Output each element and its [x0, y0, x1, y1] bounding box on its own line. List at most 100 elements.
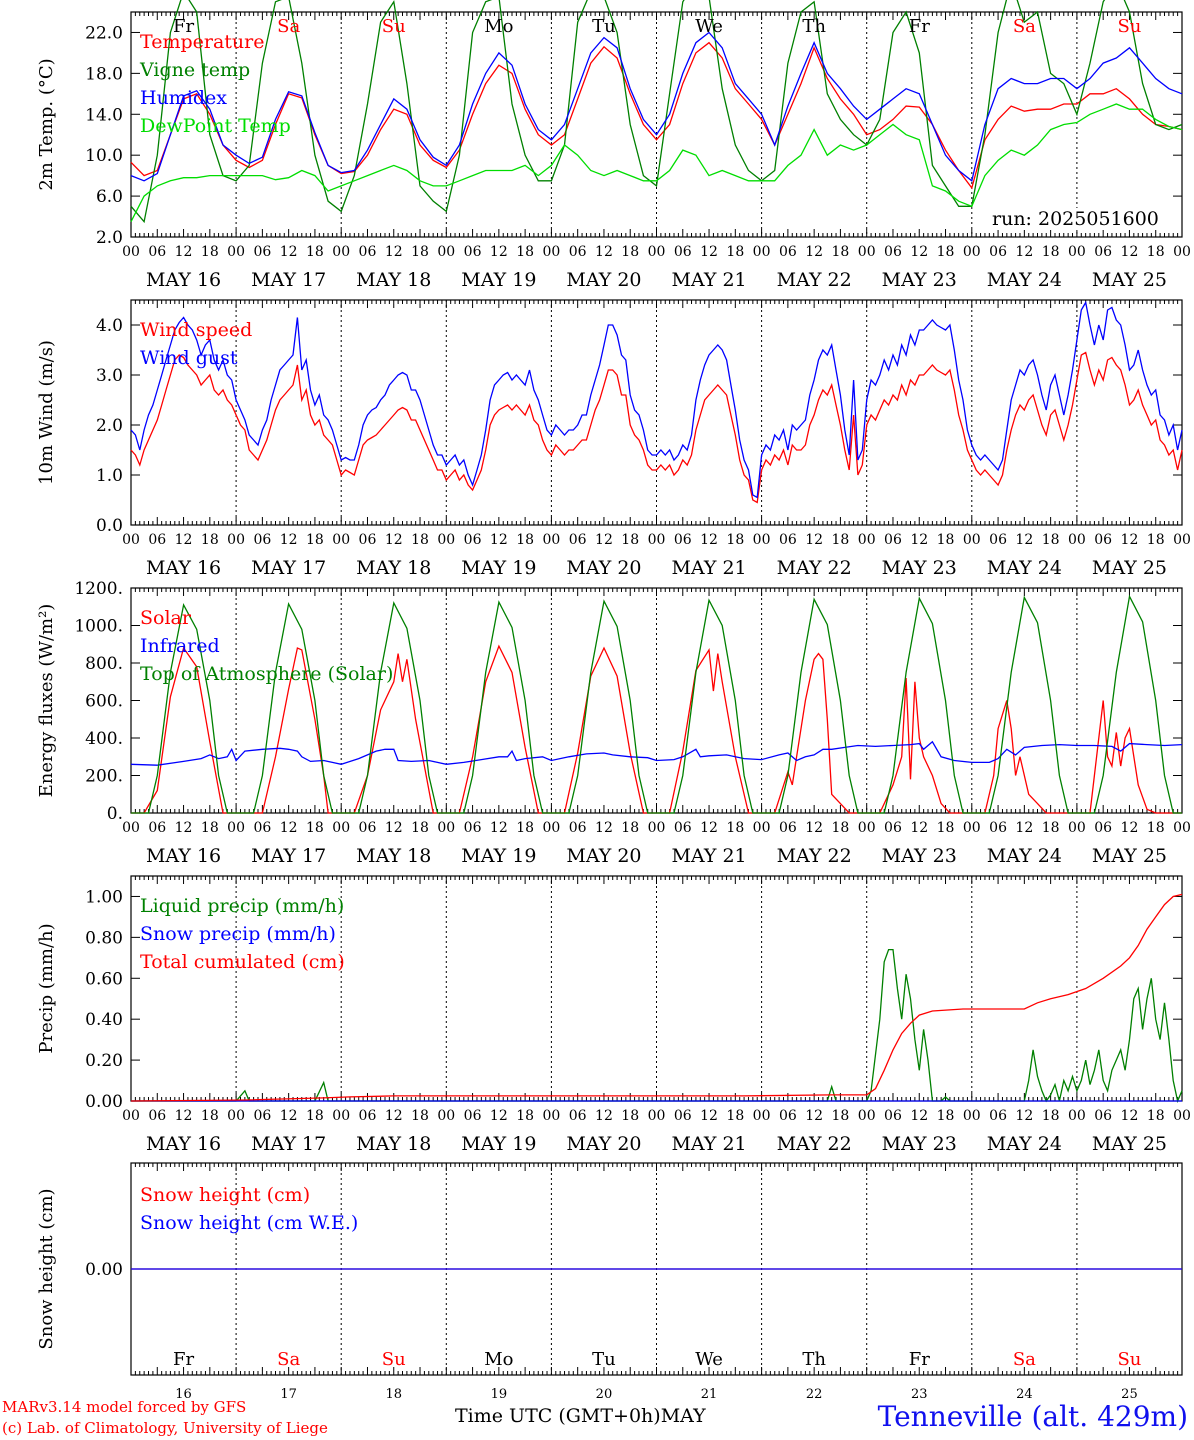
hour-tick-label: 06 [148, 820, 166, 836]
hour-tick-label: 12 [1015, 244, 1033, 260]
hour-tick-label: 18 [832, 820, 850, 836]
hour-tick-label: 00 [963, 532, 981, 548]
hour-tick-label: 00 [648, 244, 666, 260]
legend-entry: Top of Atmosphere (Solar) [140, 663, 393, 685]
y-tick-label: 0.60 [85, 969, 123, 989]
weekday-label: Su [382, 1349, 406, 1370]
legend-entry: Wind gust [140, 347, 238, 369]
hour-tick-label: 06 [359, 532, 377, 548]
hour-tick-label: 12 [280, 244, 298, 260]
hour-tick-label: 12 [175, 1108, 193, 1124]
day-number-label: 23 [911, 1387, 928, 1402]
hour-tick-label: 12 [1121, 820, 1139, 836]
weekday-label: Fr [173, 1349, 194, 1370]
hour-tick-label: 18 [306, 820, 324, 836]
hour-tick-label: 06 [884, 244, 902, 260]
hour-tick-label: 12 [700, 532, 718, 548]
hour-tick-label: 18 [1147, 820, 1165, 836]
y-tick-label: 0.40 [85, 1010, 123, 1030]
legend-entry: Solar [140, 607, 192, 629]
hour-tick-label: 06 [989, 1108, 1007, 1124]
weekday-label: Sa [277, 1349, 300, 1370]
legend-entry: Total cumulated (cm) [140, 951, 345, 973]
y-axis-label: 10m Wind (m/s) [36, 340, 57, 485]
hour-tick-label: 12 [385, 1108, 403, 1124]
hour-tick-label: 06 [148, 1108, 166, 1124]
hour-tick-label: 18 [1042, 244, 1060, 260]
hour-tick-label: 00 [648, 1108, 666, 1124]
date-label: MAY 16 [146, 269, 221, 291]
hour-tick-label: 12 [595, 244, 613, 260]
y-tick-label: 600. [85, 692, 123, 712]
hour-tick-label: 12 [805, 532, 823, 548]
hour-tick-label: 00 [753, 532, 771, 548]
panel-5: 0.00 Snow height (cm) Snow height (cm) Snow… [36, 1162, 1183, 1402]
hour-tick-label: 18 [621, 1108, 639, 1124]
hour-tick-label: 18 [201, 1108, 219, 1124]
date-label: MAY 25 [1092, 269, 1167, 291]
hour-tick-label: 18 [1147, 244, 1165, 260]
date-label: MAY 19 [461, 557, 536, 579]
day-number-label: 20 [596, 1387, 613, 1402]
weekday-label: We [695, 1349, 723, 1370]
hour-tick-label: 06 [674, 244, 692, 260]
hour-tick-label: 00 [122, 244, 140, 260]
legend-entry: Snow precip (mm/h) [140, 923, 336, 945]
lab-credit: (c) Lab. of Climatology, University of L… [2, 1419, 328, 1437]
hour-tick-label: 12 [910, 532, 928, 548]
y-tick-label: 18.0 [85, 64, 123, 84]
weekday-label: Fr [909, 1349, 930, 1370]
hour-tick-label: 06 [569, 244, 587, 260]
series-line-temperature [130, 41, 1183, 190]
hour-tick-label: 18 [726, 1108, 744, 1124]
weekday-label: Mo [484, 1349, 513, 1370]
y-tick-label: 6.0 [96, 187, 123, 207]
hour-tick-label: 00 [227, 1108, 245, 1124]
hour-tick-label: 12 [490, 1108, 508, 1124]
hour-tick-label: 00 [1068, 532, 1086, 548]
run-label: run: 2025051600 [990, 208, 1161, 230]
hour-tick-label: 18 [411, 1108, 429, 1124]
date-label: MAY 23 [882, 1133, 957, 1155]
weekday-label: Fr [173, 16, 194, 37]
hour-tick-label: 12 [595, 1108, 613, 1124]
hour-tick-label: 18 [832, 244, 850, 260]
date-label: MAY 22 [777, 845, 852, 867]
hour-tick-label: 18 [516, 244, 534, 260]
y-tick-label: 800. [85, 654, 123, 674]
hour-tick-label: 18 [937, 1108, 955, 1124]
date-label: MAY 22 [777, 1133, 852, 1155]
hour-tick-label: 18 [937, 244, 955, 260]
hour-tick-label: 00 [542, 1108, 560, 1124]
hour-tick-label: 12 [490, 244, 508, 260]
hour-tick-label: 00 [437, 820, 455, 836]
hour-tick-label: 06 [569, 532, 587, 548]
panel-3: 0. 200. 400. 600. 800. 1000. 1200. Energy fluxe… [36, 579, 1191, 867]
hour-tick-label: 06 [1094, 244, 1112, 260]
legend-entry: Wind speed [140, 319, 252, 341]
hour-tick-label: 18 [937, 532, 955, 548]
y-axis-label: Precip (mm/h) [36, 923, 57, 1053]
date-label: MAY 25 [1092, 1133, 1167, 1155]
weekday-label: Mo [484, 16, 513, 37]
hour-tick-label: 18 [1147, 1108, 1165, 1124]
hour-tick-label: 12 [700, 1108, 718, 1124]
hour-tick-label: 12 [805, 1108, 823, 1124]
hour-tick-label: 12 [595, 532, 613, 548]
date-label: MAY 16 [146, 557, 221, 579]
weekday-label: Tu [592, 16, 616, 37]
weekday-label: Sa [277, 16, 300, 37]
hour-tick-label: 06 [464, 1108, 482, 1124]
y-tick-label: 0.00 [85, 1260, 123, 1280]
y-tick-label: 2.0 [96, 416, 123, 436]
hour-tick-label: 00 [122, 820, 140, 836]
hour-tick-label: 18 [201, 532, 219, 548]
hour-tick-label: 18 [621, 244, 639, 260]
weekday-label: Th [802, 1349, 826, 1370]
date-label: MAY 20 [566, 845, 641, 867]
hour-tick-label: 06 [253, 1108, 271, 1124]
hour-tick-label: 00 [1173, 532, 1191, 548]
hour-tick-label: 12 [280, 820, 298, 836]
hour-tick-label: 18 [516, 1108, 534, 1124]
hour-tick-label: 12 [910, 1108, 928, 1124]
